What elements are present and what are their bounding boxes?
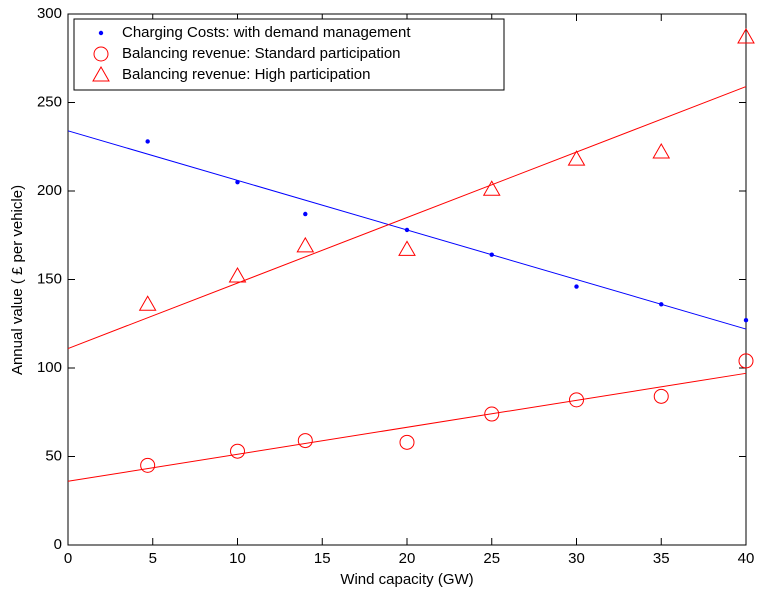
point — [652, 143, 671, 159]
point — [659, 302, 664, 307]
legend-marker — [98, 30, 104, 36]
point — [399, 434, 415, 450]
x-tick-label: 0 — [64, 550, 72, 567]
y-tick-label: 50 — [45, 447, 62, 464]
x-tick-label: 15 — [314, 550, 331, 567]
point — [230, 443, 245, 459]
legend-label: Balancing revenue: High participation — [122, 66, 371, 83]
point — [140, 457, 156, 473]
point — [574, 284, 579, 289]
point — [138, 295, 157, 311]
legend-marker — [93, 46, 109, 62]
y-tick-label: 200 — [37, 182, 62, 199]
y-tick-label: 150 — [37, 270, 62, 287]
fit-line — [67, 372, 747, 482]
point — [228, 266, 247, 283]
point — [738, 353, 754, 369]
point — [737, 28, 755, 44]
x-axis-label: Wind capacity (GW) — [340, 571, 473, 588]
point — [484, 406, 500, 422]
point — [297, 433, 313, 449]
point — [404, 227, 410, 233]
y-axis-label: Annual value ( £ per vehicle) — [9, 185, 26, 375]
point — [569, 392, 584, 408]
x-tick-label: 5 — [149, 550, 157, 567]
legend-label: Balancing revenue: Standard participatio… — [122, 45, 401, 62]
x-tick-label: 30 — [568, 550, 585, 567]
y-tick-label: 300 — [37, 5, 62, 22]
legend-label: Charging Costs: with demand management — [122, 24, 411, 41]
legend-marker — [92, 65, 110, 82]
x-tick-label: 40 — [738, 550, 755, 567]
point — [145, 139, 150, 144]
point — [398, 240, 416, 256]
x-tick-label: 20 — [399, 550, 416, 567]
point — [567, 150, 586, 166]
legend — [73, 18, 505, 91]
point — [296, 236, 315, 253]
point — [303, 211, 308, 217]
point — [489, 252, 494, 257]
point — [653, 388, 669, 404]
x-tick-label: 35 — [653, 550, 670, 567]
plot-area — [67, 13, 747, 546]
x-tick-label: 25 — [483, 550, 500, 567]
y-tick-label: 0 — [54, 536, 62, 553]
point — [743, 318, 749, 323]
fit-line — [67, 86, 747, 349]
point — [482, 180, 501, 196]
y-tick-label: 250 — [37, 93, 62, 110]
x-tick-label: 10 — [229, 550, 246, 567]
point — [235, 179, 240, 185]
y-tick-label: 100 — [37, 359, 62, 376]
